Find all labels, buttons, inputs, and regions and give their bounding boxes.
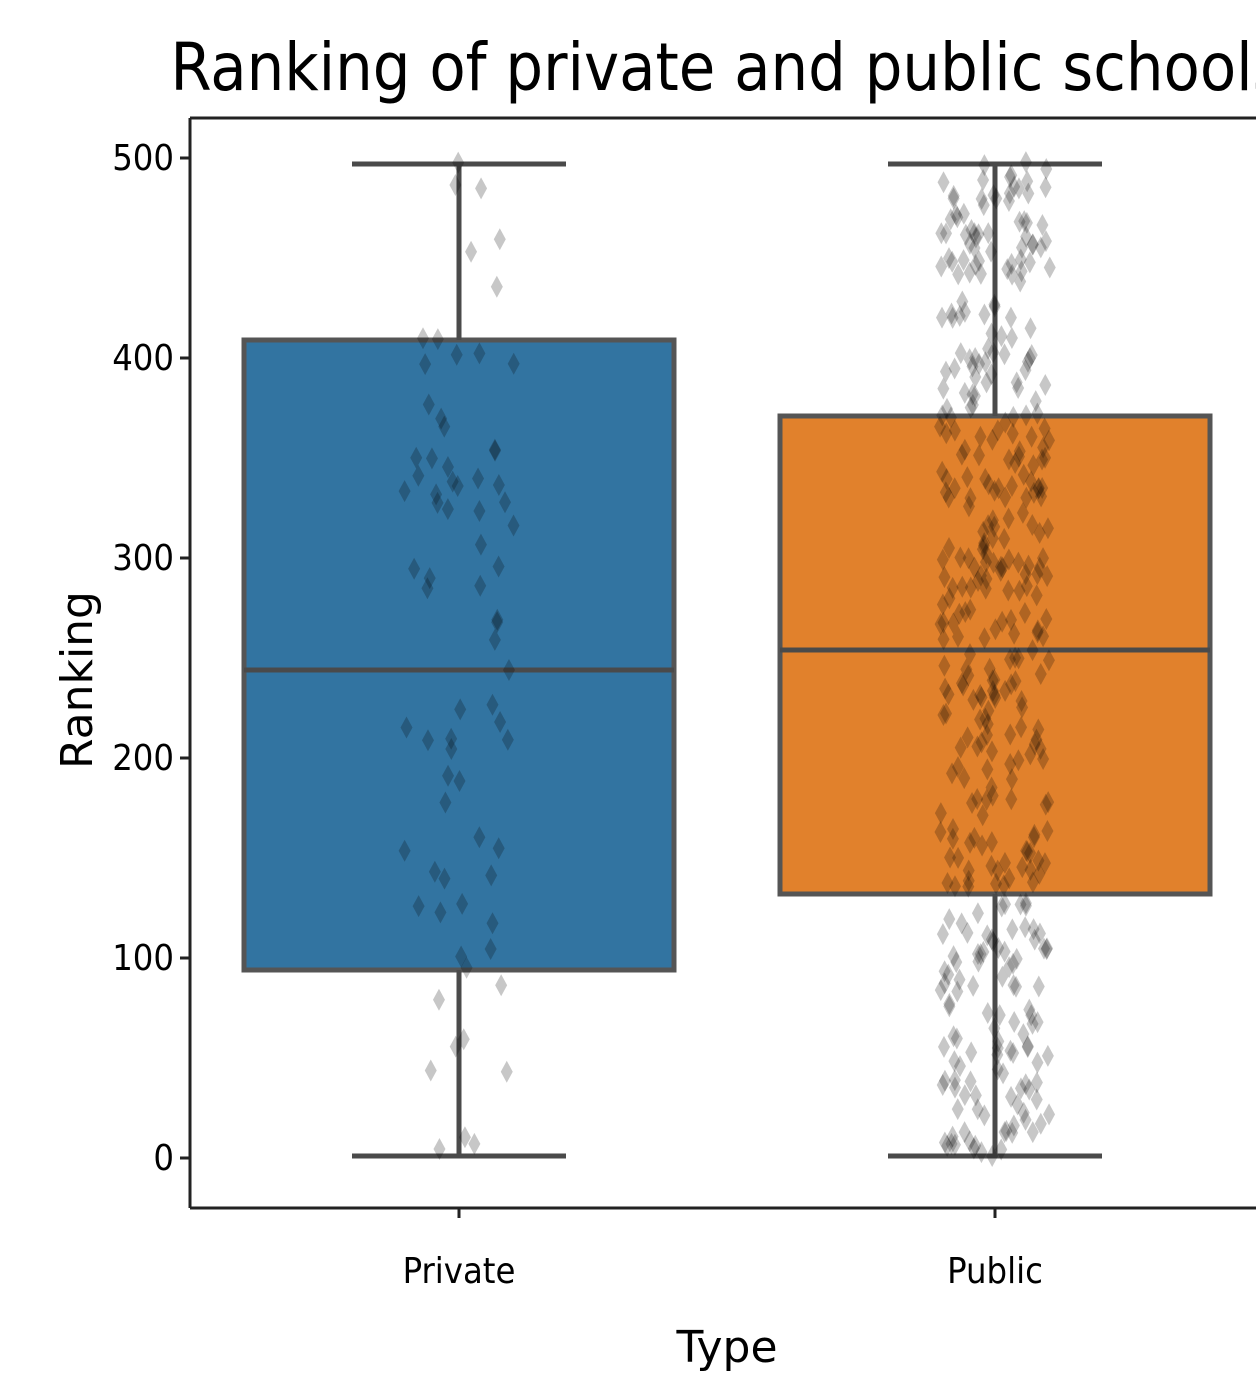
strip-point bbox=[977, 169, 989, 191]
strip-point bbox=[989, 296, 1001, 318]
strip-point bbox=[952, 1098, 964, 1120]
strip-point bbox=[1033, 975, 1045, 997]
strip-point bbox=[937, 923, 949, 945]
strip-point bbox=[972, 902, 984, 924]
strip-point bbox=[982, 1002, 994, 1024]
strip-point bbox=[425, 1060, 437, 1082]
strip-point bbox=[495, 974, 507, 996]
y-tick-label: 300 bbox=[112, 538, 174, 579]
x-axis-label: Type bbox=[675, 1322, 777, 1373]
y-axis-label: Ranking bbox=[52, 591, 103, 769]
strip-point bbox=[948, 188, 960, 210]
strip-point bbox=[465, 241, 477, 263]
strip-point bbox=[940, 361, 952, 383]
strip-point bbox=[965, 1041, 977, 1063]
strip-point bbox=[1008, 1011, 1020, 1033]
strip-point bbox=[982, 222, 994, 244]
chart-title: Ranking of private and public schools bbox=[170, 29, 1256, 106]
strip-point bbox=[1006, 327, 1018, 349]
strip-point bbox=[475, 177, 487, 199]
strip-point bbox=[967, 975, 979, 997]
strip-point bbox=[1005, 307, 1017, 329]
strip-point bbox=[936, 307, 948, 329]
strip-point bbox=[1025, 317, 1037, 339]
y-tick-label: 100 bbox=[112, 938, 174, 979]
strip-point bbox=[999, 343, 1011, 365]
strip-point bbox=[501, 1061, 513, 1083]
x-tick-label: Private bbox=[403, 1251, 516, 1292]
strip-point bbox=[1006, 918, 1018, 940]
strip-point bbox=[1039, 374, 1051, 396]
strip-point bbox=[943, 908, 955, 930]
plot-area: 0 100 200 300 400 500 Private Public bbox=[112, 118, 1256, 1292]
y-tick-label: 400 bbox=[112, 338, 174, 379]
x-tick-label: Public bbox=[947, 1251, 1043, 1292]
box-private bbox=[244, 340, 674, 970]
strip-point bbox=[1040, 158, 1052, 180]
y-tick-label: 500 bbox=[112, 138, 174, 179]
strip-point bbox=[433, 989, 445, 1011]
strip-point bbox=[1020, 151, 1032, 173]
y-tick-label: 200 bbox=[112, 738, 174, 779]
strip-point bbox=[937, 378, 949, 400]
strip-point bbox=[491, 276, 503, 298]
strip-point bbox=[943, 995, 955, 1017]
strip-point bbox=[1031, 1052, 1043, 1074]
strip-point bbox=[1044, 256, 1056, 278]
strip-point bbox=[938, 1036, 950, 1058]
strip-point bbox=[452, 152, 464, 174]
strip-point bbox=[1040, 176, 1052, 198]
strip-point bbox=[949, 358, 961, 380]
strip-point bbox=[938, 171, 950, 193]
strip-point bbox=[1042, 1045, 1054, 1067]
strip-point bbox=[978, 304, 990, 326]
y-tick-label: 0 bbox=[153, 1138, 174, 1179]
strip-point bbox=[494, 228, 506, 250]
